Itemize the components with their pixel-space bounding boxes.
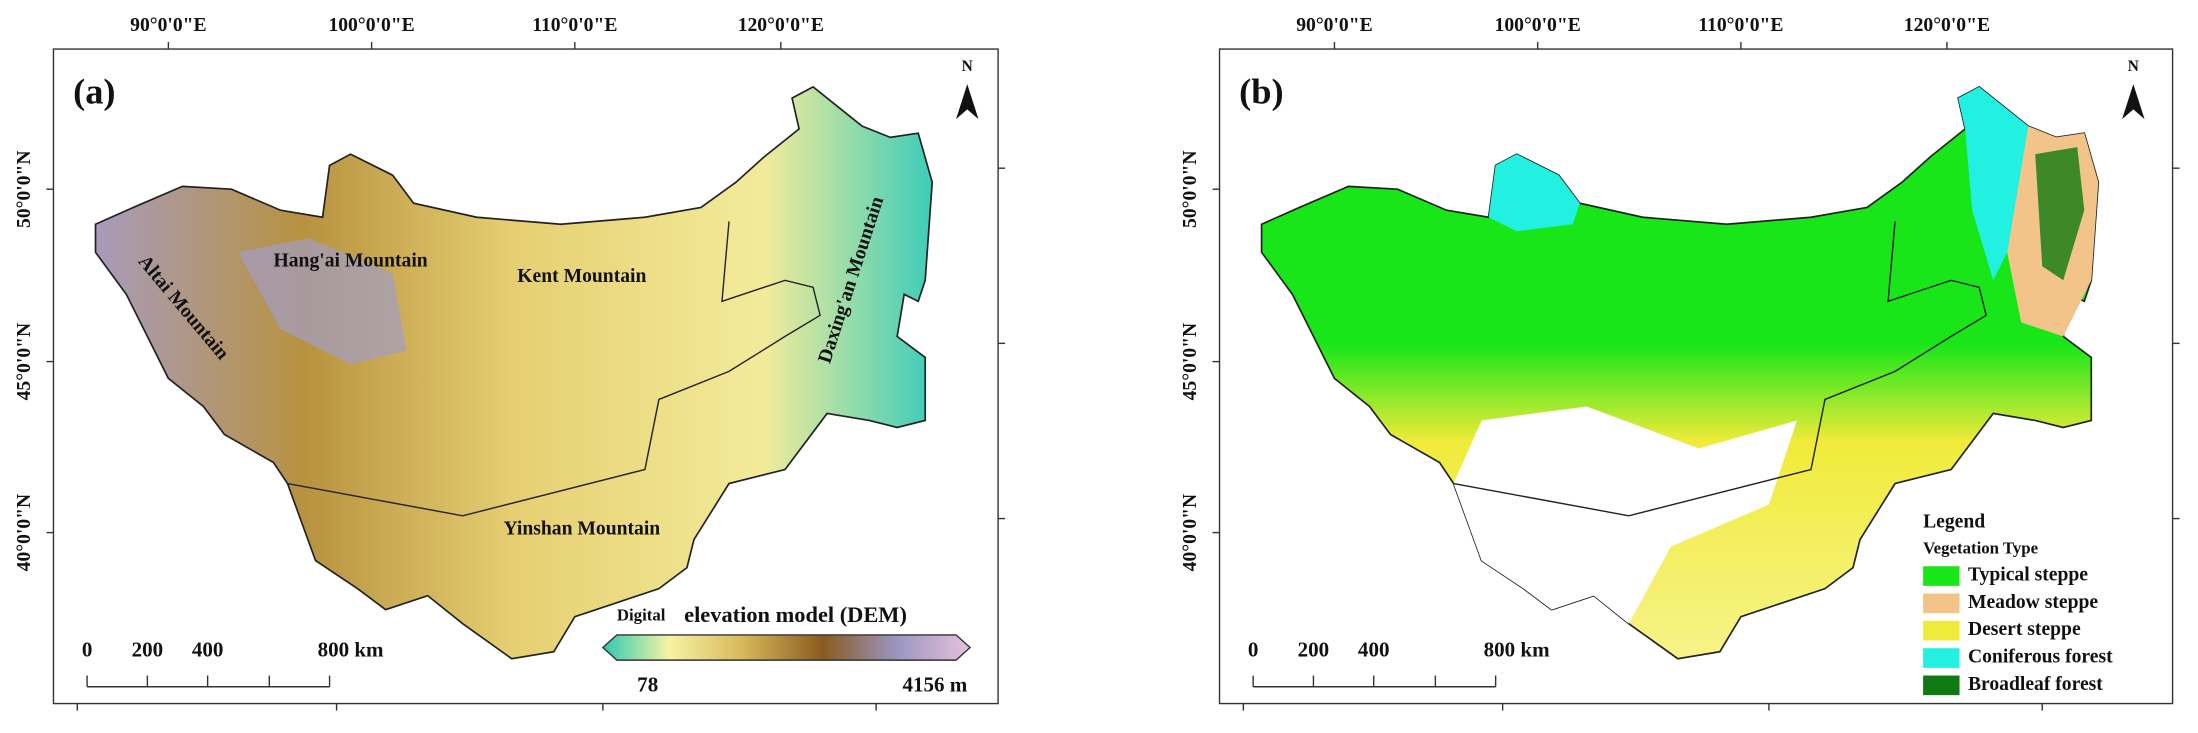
latitude-label: 50°0'0"N [1180, 150, 1201, 228]
legend-title: Legend [1923, 511, 1985, 532]
scale-label: 0 [1248, 638, 1259, 662]
broadleaf-area [2035, 147, 2085, 281]
scale-label: 200 [1298, 638, 1330, 662]
longitude-label: 110°0'0"E [532, 15, 617, 36]
latitude-label: 45°0'0"N [1180, 323, 1201, 401]
forest-area [1488, 154, 1580, 232]
legend-swatch [1923, 675, 1960, 696]
north-arrow [2122, 84, 2145, 120]
panel-a: 90°0'0"E 100°0'0"E 110°0'0"E 120°0'0"E 50°0'… [14, 15, 1006, 711]
latitude-label: 40°0'0"N [1180, 494, 1201, 572]
mountain-label: Yinshan Mountain [503, 518, 660, 539]
latitude-label: 40°0'0"N [14, 494, 35, 572]
longitude-label: 110°0'0"E [1698, 15, 1783, 36]
legend-label: Typical steppe [1968, 565, 2088, 586]
north-label: N [962, 58, 973, 75]
latitude-label: 50°0'0"N [14, 150, 35, 228]
north-arrow [956, 84, 979, 120]
longitude-label: 90°0'0"E [1296, 15, 1372, 36]
legend-label: Desert steppe [1968, 619, 2081, 640]
colorbar-max: 4156 m [902, 673, 967, 697]
legend-swatch [1923, 648, 1960, 668]
colorbar-min: 78 [637, 673, 658, 697]
latitude-label: 45°0'0"N [14, 323, 35, 401]
legend-swatch [1923, 593, 1960, 614]
panel-b: 90°0'0"E 100°0'0"E 110°0'0"E 120°0'0"E 50°0'… [1180, 15, 2180, 711]
longitude-label: 120°0'0"E [738, 15, 824, 36]
legend-label: Broadleaf forest [1968, 674, 2103, 695]
scale-label: 400 [192, 638, 224, 662]
scale-label: 400 [1358, 638, 1390, 662]
colorbar [601, 634, 972, 661]
north-label: N [2128, 58, 2139, 75]
forest-area [1958, 86, 2029, 281]
legend-swatch [1923, 566, 1960, 586]
mountain-area [238, 238, 407, 365]
colorbar-title: elevation model (DEM) [684, 602, 907, 627]
study-region [94, 86, 934, 660]
boundary [287, 221, 821, 517]
map-frame [1218, 48, 2174, 705]
map-frame [52, 48, 999, 705]
longitude-label: 120°0'0"E [1904, 15, 1990, 36]
longitude-label: 90°0'0"E [130, 15, 206, 36]
scale-label: 800 km [1484, 638, 1550, 662]
legend-label: Meadow steppe [1968, 592, 2098, 613]
scale-label: 200 [132, 638, 164, 662]
longitude-label: 100°0'0"E [328, 15, 414, 36]
legend-swatch [1923, 620, 1960, 641]
scale-label: 0 [82, 638, 93, 662]
longitude-label: 100°0'0"E [1495, 15, 1581, 36]
legend-label: Coniferous forest [1968, 647, 2113, 668]
panel-label: (b) [1239, 72, 1284, 112]
colorbar-title: Digital [617, 606, 666, 625]
panel-label: (a) [73, 72, 115, 112]
legend-subtitle: Vegetation Type [1923, 538, 2038, 557]
boundary [1453, 221, 1987, 517]
scale-label: 800 km [318, 638, 384, 662]
mountain-label: Kent Mountain [517, 266, 646, 287]
mountain-label: Hang'ai Mountain [273, 251, 427, 272]
